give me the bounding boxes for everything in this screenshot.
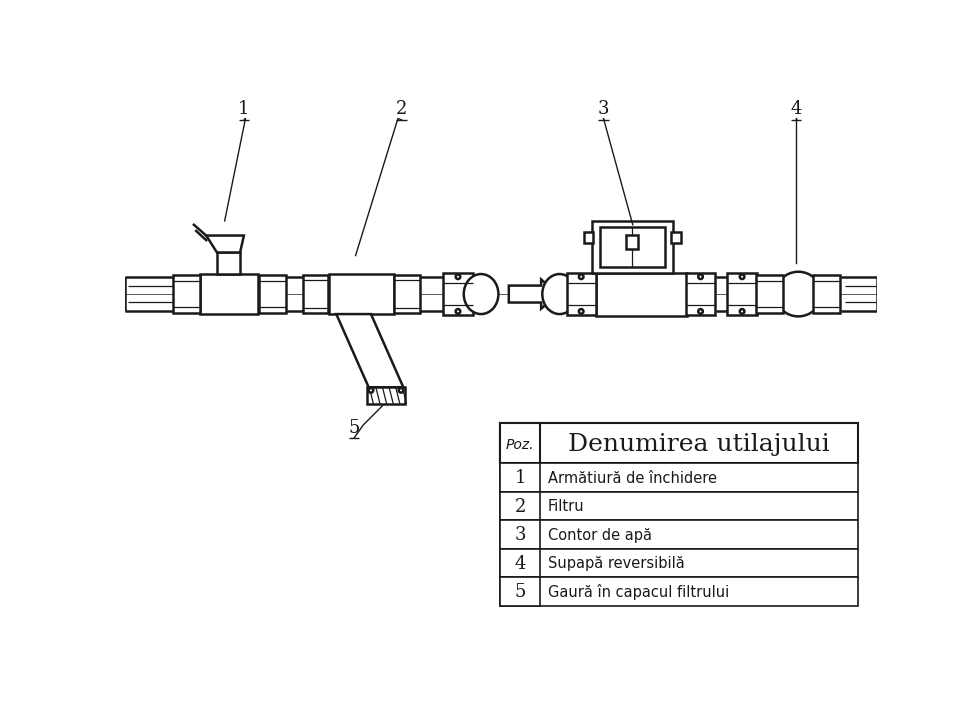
Bar <box>596 274 687 316</box>
Ellipse shape <box>775 271 822 317</box>
Text: 4: 4 <box>790 101 802 118</box>
Bar <box>200 274 258 314</box>
Circle shape <box>455 274 460 279</box>
Bar <box>500 521 540 549</box>
Text: 5: 5 <box>349 419 360 437</box>
Text: Supapă reversibilă: Supapă reversibilă <box>548 556 685 572</box>
Bar <box>500 463 859 492</box>
Text: Filtru: Filtru <box>548 500 584 515</box>
Text: 1: 1 <box>515 470 526 488</box>
Circle shape <box>368 388 373 393</box>
Text: Gaură în capacul filtrului: Gaură în capacul filtrului <box>548 584 729 600</box>
Text: 2: 2 <box>396 101 407 118</box>
Bar <box>259 275 286 313</box>
Bar <box>584 233 593 243</box>
Bar <box>567 273 596 315</box>
Circle shape <box>699 274 702 279</box>
Text: 2: 2 <box>515 498 526 516</box>
Bar <box>626 235 638 248</box>
Bar <box>217 253 240 274</box>
Bar <box>395 275 420 313</box>
Polygon shape <box>336 314 404 387</box>
Bar <box>367 387 404 404</box>
Circle shape <box>578 309 583 314</box>
Bar <box>500 577 859 606</box>
Circle shape <box>740 309 744 314</box>
Circle shape <box>455 309 460 314</box>
Bar <box>500 424 859 463</box>
Text: 3: 3 <box>515 526 526 544</box>
Ellipse shape <box>464 274 498 314</box>
Polygon shape <box>509 279 558 309</box>
Circle shape <box>699 309 702 314</box>
Bar <box>500 424 540 463</box>
Bar <box>671 233 681 243</box>
Bar <box>728 273 757 315</box>
Bar <box>328 274 394 314</box>
Bar <box>173 275 199 313</box>
Text: 4: 4 <box>515 555 526 573</box>
Bar <box>500 577 540 606</box>
Bar <box>500 521 859 549</box>
Text: Armătiură de închidere: Armătiură de închidere <box>548 471 717 486</box>
Bar <box>756 275 784 313</box>
Text: Denumirea utilajului: Denumirea utilajului <box>569 434 830 457</box>
Bar <box>592 221 673 274</box>
Bar <box>686 273 715 315</box>
Bar <box>813 275 840 313</box>
Text: 5: 5 <box>515 584 526 602</box>
Text: Contor de apă: Contor de apă <box>548 528 652 543</box>
Bar <box>600 227 665 267</box>
Bar <box>444 273 473 315</box>
Circle shape <box>578 274 583 279</box>
Text: 1: 1 <box>238 101 250 118</box>
Text: Poz.: Poz. <box>506 438 534 452</box>
Bar <box>500 549 859 577</box>
Bar <box>500 463 540 492</box>
Text: 3: 3 <box>598 101 610 118</box>
Bar <box>500 492 859 521</box>
Circle shape <box>399 388 404 393</box>
Bar <box>500 492 540 521</box>
Bar <box>303 275 328 313</box>
Circle shape <box>740 274 744 279</box>
Bar <box>500 549 540 577</box>
Ellipse shape <box>542 274 577 314</box>
Polygon shape <box>206 236 244 253</box>
